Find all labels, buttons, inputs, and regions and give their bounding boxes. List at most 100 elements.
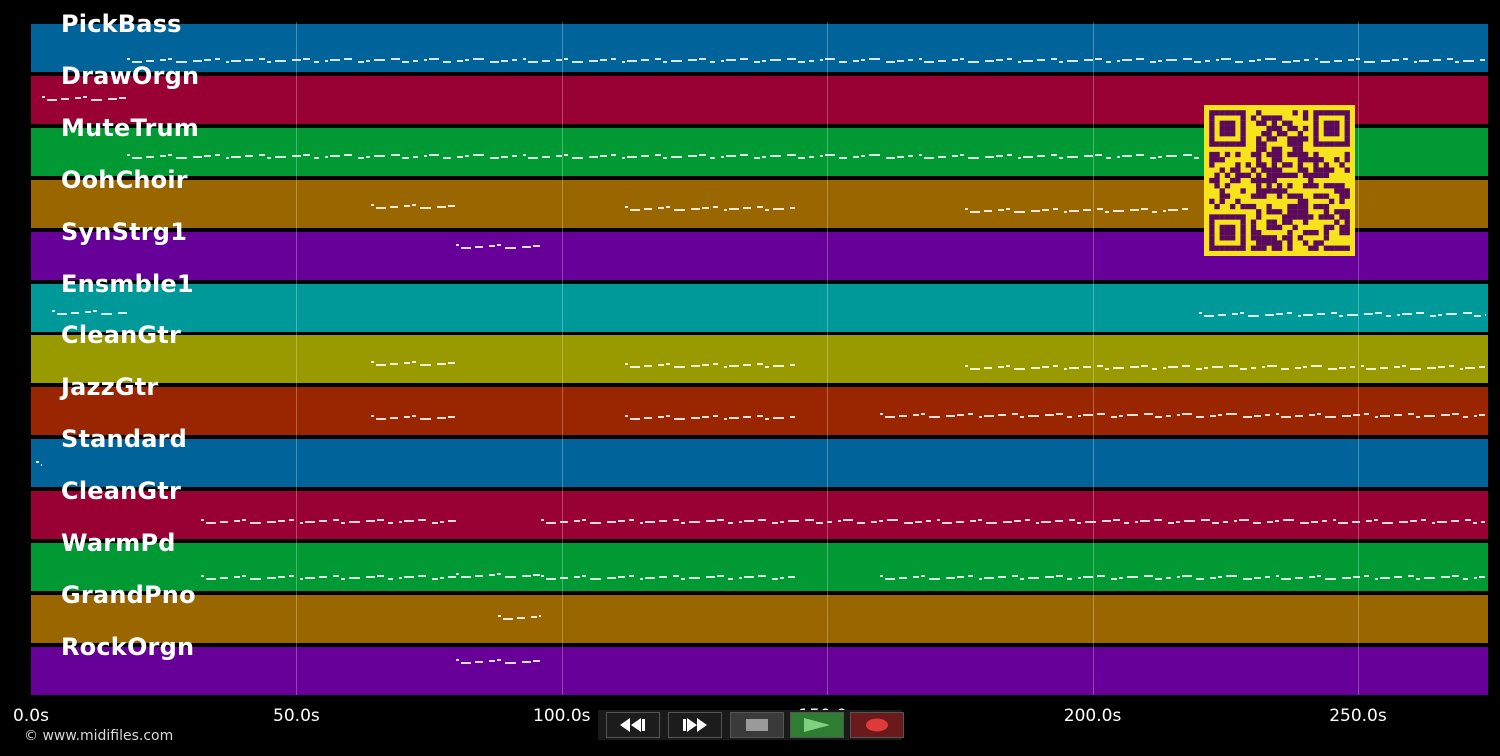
stop-button[interactable] [730, 712, 784, 738]
note [1097, 413, 1106, 416]
note [145, 60, 154, 62]
note [1083, 154, 1093, 157]
note [225, 156, 229, 159]
track-label: CleanGtr [61, 477, 182, 506]
note [1420, 519, 1426, 522]
grid-line [827, 22, 829, 695]
note [540, 519, 544, 522]
track-label: WarmPd [61, 529, 176, 557]
note [1022, 155, 1033, 158]
note [757, 575, 766, 577]
note [1024, 519, 1030, 522]
note [1446, 58, 1453, 60]
track-label: RockOrgn [61, 632, 195, 661]
note [824, 153, 835, 156]
note [1012, 575, 1019, 577]
note [1127, 576, 1139, 578]
note [1177, 576, 1181, 578]
note [838, 156, 847, 159]
note [370, 203, 374, 206]
note [1069, 367, 1080, 370]
time-tick-label: 50.0s [273, 706, 320, 726]
note [951, 59, 958, 61]
note [625, 363, 629, 366]
fast-forward-button[interactable] [668, 712, 722, 738]
note [702, 416, 710, 419]
note [555, 59, 562, 61]
note [1006, 153, 1012, 156]
record-button[interactable] [850, 712, 904, 738]
note [1229, 365, 1239, 368]
note [967, 156, 979, 159]
rewind-icon [620, 718, 645, 732]
note [411, 203, 416, 206]
note [1006, 365, 1011, 368]
note [599, 59, 607, 61]
note [1375, 578, 1379, 580]
rewind-button[interactable] [606, 712, 660, 738]
note [1083, 59, 1093, 61]
note [1141, 207, 1149, 210]
note [1215, 59, 1219, 61]
track-lane [31, 387, 1488, 436]
note [456, 60, 463, 62]
note [175, 156, 187, 159]
note [274, 60, 286, 62]
note [786, 58, 796, 60]
track-lane [31, 491, 1488, 540]
play-button[interactable] [790, 712, 844, 738]
note [779, 577, 784, 579]
note [1292, 60, 1300, 62]
play-icon [804, 718, 830, 732]
note [860, 59, 865, 61]
note [1394, 576, 1403, 578]
note [885, 156, 895, 159]
note [225, 61, 229, 63]
note [1130, 366, 1140, 369]
note [1233, 520, 1237, 523]
note [1210, 577, 1217, 579]
note [332, 519, 339, 522]
note [687, 154, 697, 157]
note [1198, 311, 1202, 314]
note [1020, 578, 1025, 580]
note [1479, 414, 1486, 417]
note [1302, 313, 1313, 316]
note [1144, 575, 1154, 577]
note [1078, 577, 1082, 579]
grid-line [561, 22, 563, 695]
note [786, 153, 796, 156]
note [1418, 60, 1429, 62]
note [167, 58, 172, 60]
note [1134, 521, 1138, 524]
note [914, 521, 922, 524]
note [439, 577, 444, 579]
note [626, 60, 637, 62]
note [1165, 59, 1177, 61]
note [771, 522, 778, 525]
note [929, 578, 941, 580]
note [936, 519, 940, 522]
note [886, 519, 898, 522]
note [1105, 61, 1111, 63]
note [521, 245, 531, 248]
note [1220, 58, 1231, 60]
note [258, 153, 265, 156]
note [423, 154, 427, 157]
note [1141, 365, 1149, 368]
note [951, 154, 958, 157]
note [1076, 522, 1081, 525]
note [713, 205, 719, 208]
note [1036, 154, 1045, 157]
note [808, 60, 814, 62]
note [1449, 365, 1455, 368]
note [705, 520, 715, 523]
note [417, 575, 426, 577]
note [662, 156, 667, 159]
note [1105, 368, 1110, 371]
note [753, 156, 760, 159]
note [1083, 576, 1094, 578]
note [1247, 314, 1259, 317]
note [1339, 367, 1347, 370]
note [343, 153, 352, 156]
